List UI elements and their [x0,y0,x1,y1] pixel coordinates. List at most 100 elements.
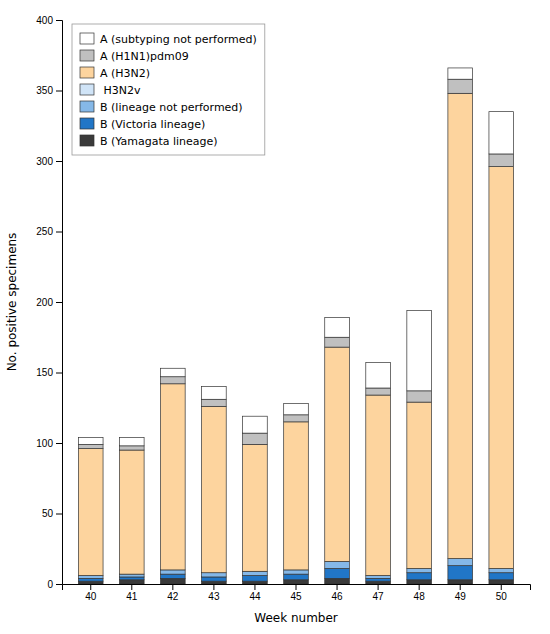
legend-item: B (Victoria lineage) [80,118,205,131]
bar [119,580,144,584]
x-tick-label: 47 [373,591,385,602]
bar [366,363,391,388]
bar [489,573,514,580]
bar [407,573,432,580]
legend-swatch [80,118,94,129]
legend-item: A (subtyping not performed) [80,33,257,46]
bar [284,415,309,422]
bar [284,570,309,574]
y-tick-label: 350 [36,85,53,96]
bar [243,444,268,571]
y-tick-mark [56,302,62,303]
bar [119,437,144,445]
bar [407,391,432,402]
y-tick: 200 [36,297,62,308]
bar [448,580,473,584]
bar [119,577,144,580]
x-tick: 42 [167,584,179,602]
bars [78,68,513,584]
legend-label: A (H3N2) [100,67,150,80]
bar [78,581,103,584]
bar [489,154,514,167]
bar [448,566,473,580]
series [78,79,513,450]
y-tick-label: 200 [36,297,53,308]
bar [119,446,144,450]
bar [325,337,350,347]
x-tick-mark [419,584,420,590]
x-tick: 41 [126,584,138,602]
bar [78,578,103,581]
plot: 4041424344454647484950050100150200250300… [5,15,531,625]
bar [407,568,432,572]
x-axis-title: Week number [254,611,338,625]
y-tick-label: 0 [47,579,53,590]
x-tick-mark [90,584,91,590]
bar [489,580,514,584]
x-tick-label: 46 [331,591,343,602]
bar [161,574,186,578]
bar [325,578,350,584]
bar [325,347,350,561]
bar [407,402,432,568]
x-tick-mark [172,584,173,590]
x-tick: 50 [496,584,508,602]
bar [489,568,514,572]
bar [161,377,186,384]
y-tick-label: 300 [36,156,53,167]
legend-label: B (Victoria lineage) [100,118,205,131]
y-tick-label: 400 [36,15,53,26]
x-tick-label: 40 [85,591,97,602]
legend-swatch [80,101,94,112]
y-tick: 400 [36,15,62,26]
legend-item: A (H1N1)pdm09 [80,50,189,63]
y-tick-label: 250 [36,226,53,237]
y-axis-title: No. positive specimens [5,233,19,372]
y-tick: 300 [36,156,62,167]
legend-label: B (Yamagata lineage) [100,135,218,148]
x-tick-mark [460,584,461,590]
x-tick: 40 [85,584,97,602]
bar [78,437,103,444]
x-tick-mark [296,584,297,590]
legend-swatch [80,33,94,44]
legend-label: B (lineage not performed) [100,101,243,114]
x-tick-label: 43 [208,591,220,602]
bar [284,422,309,570]
bar [243,433,268,444]
x-tick-label: 45 [290,591,302,602]
legend-label: A (subtyping not performed) [100,33,257,46]
x-tick-label: 41 [126,591,138,602]
chart: 4041424344454647484950050100150200250300… [0,0,550,634]
x-axis: 4041424344454647484950 [63,584,531,602]
x-tick: 45 [290,584,302,602]
bar [119,574,144,577]
x-axis-line [63,585,531,591]
bar [407,310,432,390]
bar [366,576,391,579]
bar [161,570,186,574]
legend-swatch [80,67,94,78]
x-tick: 48 [414,584,426,602]
bar [489,112,514,154]
legend-item: A (H3N2) [80,67,150,80]
bar [284,574,309,580]
x-tick-mark [378,584,379,590]
legend: A (subtyping not performed) A (H1N1)pdm09… [72,24,265,155]
legend-item: H3N2v [80,84,141,97]
y-tick: 0 [47,579,62,590]
bar [78,576,103,579]
x-tick-mark [501,584,502,590]
legend-item: B (Yamagata lineage) [80,135,218,148]
bar [202,577,227,581]
y-tick-mark [56,232,62,233]
bar [161,384,186,570]
bar [78,444,103,448]
bar [489,167,514,569]
x-tick-label: 50 [496,591,508,602]
bar [325,568,350,578]
y-tick-label: 100 [36,438,53,449]
bar [448,93,473,558]
y-tick: 250 [36,226,62,237]
bar [243,571,268,575]
